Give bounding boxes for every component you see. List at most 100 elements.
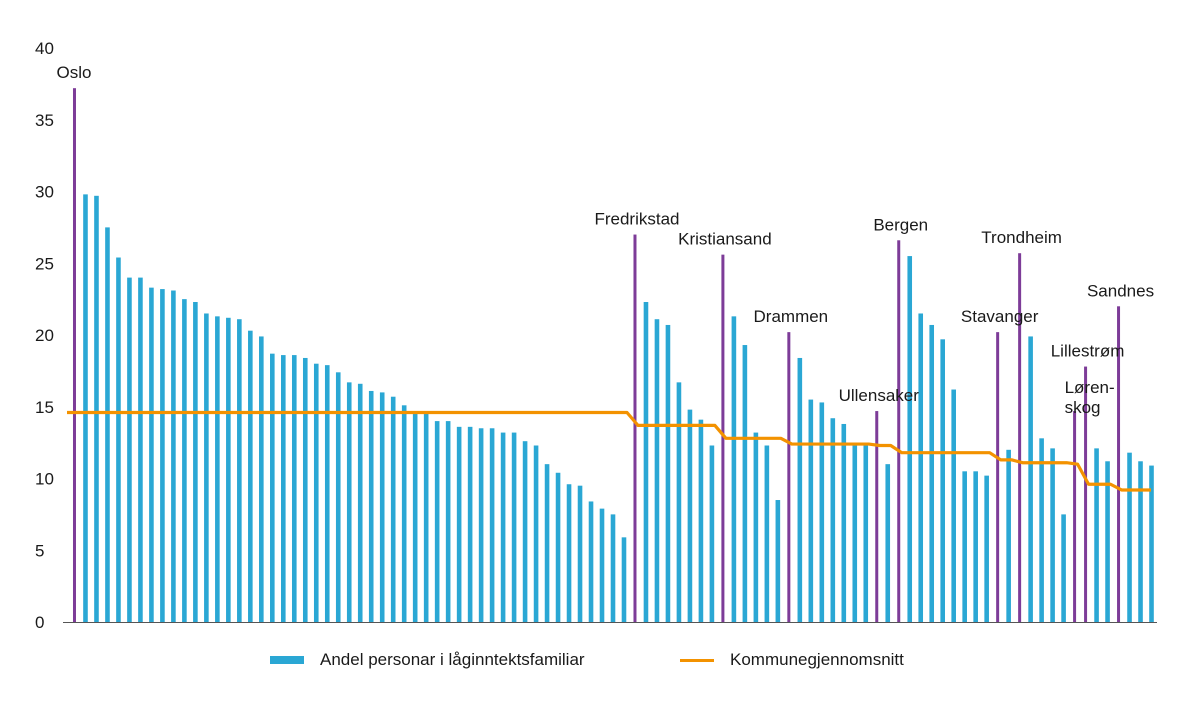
city-label: Fredrikstad [594, 210, 679, 229]
bar [1149, 465, 1154, 622]
legend-item-bars: Andel personar i låginntektsfamiliar [270, 650, 585, 670]
bar [434, 421, 440, 622]
bar [489, 428, 495, 622]
bar [94, 195, 99, 622]
bar [193, 302, 198, 622]
city-bar [996, 332, 1000, 622]
bar [259, 336, 264, 622]
bar [368, 390, 374, 622]
city-label: Oslo [56, 63, 91, 82]
bar [160, 289, 165, 622]
bar [522, 441, 528, 622]
bar [929, 324, 935, 622]
y-axis: 0 5 10 15 20 25 30 35 40 [35, 39, 54, 632]
bar [445, 421, 451, 622]
bar [346, 382, 352, 622]
bar [742, 345, 748, 622]
bar [665, 324, 671, 622]
y-tick-label: 25 [35, 254, 54, 273]
city-label: Løren- [1065, 378, 1115, 397]
city-label: Trondheim [981, 228, 1062, 247]
bar [379, 392, 385, 622]
city-bar [897, 240, 901, 623]
y-tick-label: 20 [35, 326, 54, 345]
bar [973, 471, 978, 622]
bar [182, 299, 187, 623]
bar [1061, 514, 1066, 623]
bar [731, 316, 737, 622]
bar [127, 277, 132, 622]
bar [1127, 452, 1132, 622]
bar [819, 402, 825, 622]
bar [83, 194, 88, 622]
bar [599, 508, 605, 622]
city-bar [1018, 253, 1022, 622]
bar [511, 432, 517, 622]
city-bar [633, 234, 637, 623]
city-label: Kristiansand [678, 230, 772, 249]
city-label: Sandnes [1087, 281, 1154, 300]
city-bar [875, 411, 879, 622]
y-tick-label: 0 [35, 613, 44, 632]
bar [951, 389, 956, 622]
city-bar [1084, 366, 1088, 622]
bar [281, 355, 286, 622]
bar [907, 256, 913, 622]
bar [687, 409, 693, 622]
bar [215, 316, 220, 622]
bar [456, 426, 462, 622]
city-label: Drammen [754, 307, 829, 326]
bars [63, 88, 1157, 623]
bar [204, 313, 209, 622]
bar [555, 472, 561, 622]
bar [852, 442, 858, 623]
y-tick-label: 15 [35, 398, 54, 417]
y-tick-label: 40 [35, 39, 54, 58]
city-label: Bergen [873, 215, 928, 234]
bar [237, 319, 242, 622]
bar [226, 317, 231, 622]
y-tick-label: 35 [35, 111, 54, 130]
bar [885, 464, 891, 622]
bar [863, 445, 869, 622]
bar [357, 383, 363, 622]
bar [764, 445, 770, 622]
bar [544, 464, 550, 622]
bar [248, 330, 253, 622]
bar [566, 484, 572, 622]
average-line [67, 410, 1151, 492]
bar [302, 357, 308, 622]
city-label: skog [1065, 398, 1101, 417]
bar [324, 365, 330, 622]
bar [962, 471, 967, 622]
bar [138, 277, 143, 622]
bar [841, 423, 847, 622]
city-bar [1117, 306, 1121, 622]
city-label: Ullensaker [839, 386, 920, 405]
bar [1028, 336, 1033, 622]
legend-label-line: Kommunegjennomsnitt [730, 650, 904, 669]
bar [105, 227, 110, 623]
bar [270, 353, 275, 622]
bar [621, 537, 627, 622]
bar [313, 363, 319, 622]
bar [390, 396, 396, 622]
bar [335, 372, 341, 622]
bar [797, 357, 803, 622]
bar [478, 428, 484, 622]
y-tick-label: 5 [35, 541, 44, 560]
bar [753, 432, 759, 622]
legend-swatch-bars [270, 656, 304, 664]
bar [709, 445, 715, 622]
bar [654, 319, 660, 622]
bar [171, 290, 176, 622]
bar [500, 432, 506, 622]
bar [588, 501, 594, 622]
bar [423, 413, 429, 622]
bar [698, 419, 704, 622]
bar [1138, 461, 1143, 622]
bar [533, 445, 539, 622]
bar [775, 500, 781, 622]
